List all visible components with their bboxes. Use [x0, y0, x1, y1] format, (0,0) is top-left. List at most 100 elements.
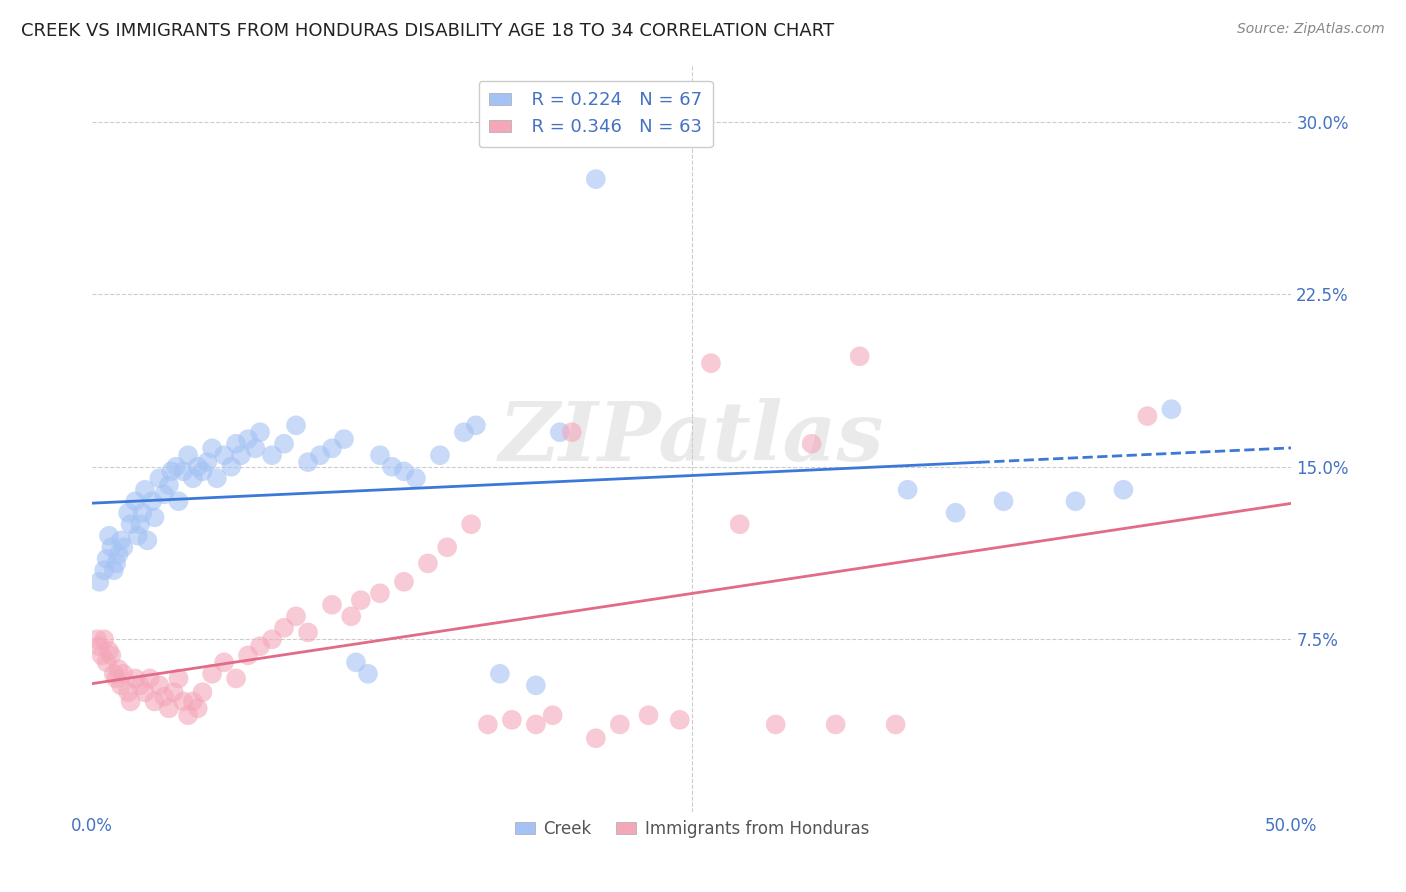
- Point: [112, 541, 135, 555]
- Point: [392, 574, 415, 589]
- Point: [260, 448, 283, 462]
- Point: [1160, 402, 1182, 417]
- Point: [561, 425, 583, 440]
- Text: ZIPatlas: ZIPatlas: [499, 398, 884, 478]
- Point: [765, 717, 787, 731]
- Point: [163, 685, 186, 699]
- Point: [728, 517, 751, 532]
- Point: [110, 533, 132, 548]
- Point: [117, 685, 139, 699]
- Point: [548, 425, 571, 440]
- Point: [165, 459, 187, 474]
- Point: [333, 432, 356, 446]
- Point: [148, 471, 170, 485]
- Point: [225, 436, 247, 450]
- Point: [848, 349, 870, 363]
- Point: [416, 557, 439, 571]
- Point: [136, 533, 159, 548]
- Point: [134, 685, 156, 699]
- Point: [86, 632, 108, 647]
- Point: [1112, 483, 1135, 497]
- Point: [489, 666, 512, 681]
- Point: [100, 541, 122, 555]
- Text: CREEK VS IMMIGRANTS FROM HONDURAS DISABILITY AGE 18 TO 34 CORRELATION CHART: CREEK VS IMMIGRANTS FROM HONDURAS DISABI…: [21, 22, 834, 40]
- Point: [127, 529, 149, 543]
- Point: [460, 517, 482, 532]
- Point: [160, 464, 183, 478]
- Point: [201, 666, 224, 681]
- Point: [368, 586, 391, 600]
- Point: [249, 639, 271, 653]
- Point: [273, 621, 295, 635]
- Point: [191, 685, 214, 699]
- Point: [157, 701, 180, 715]
- Point: [219, 459, 242, 474]
- Point: [124, 672, 146, 686]
- Point: [141, 494, 163, 508]
- Point: [90, 648, 112, 663]
- Point: [477, 717, 499, 731]
- Point: [236, 432, 259, 446]
- Point: [103, 563, 125, 577]
- Point: [405, 471, 427, 485]
- Point: [368, 448, 391, 462]
- Point: [153, 487, 176, 501]
- Point: [381, 459, 404, 474]
- Point: [103, 666, 125, 681]
- Text: Source: ZipAtlas.com: Source: ZipAtlas.com: [1237, 22, 1385, 37]
- Point: [436, 541, 458, 555]
- Point: [945, 506, 967, 520]
- Point: [143, 510, 166, 524]
- Point: [229, 448, 252, 462]
- Point: [668, 713, 690, 727]
- Point: [117, 506, 139, 520]
- Point: [884, 717, 907, 731]
- Point: [993, 494, 1015, 508]
- Point: [429, 448, 451, 462]
- Point: [297, 455, 319, 469]
- Point: [181, 471, 204, 485]
- Point: [205, 471, 228, 485]
- Point: [245, 442, 267, 456]
- Point: [1136, 409, 1159, 423]
- Point: [100, 648, 122, 663]
- Point: [134, 483, 156, 497]
- Point: [700, 356, 723, 370]
- Point: [350, 593, 373, 607]
- Point: [93, 563, 115, 577]
- Point: [172, 694, 194, 708]
- Point: [524, 678, 547, 692]
- Point: [107, 662, 129, 676]
- Point: [153, 690, 176, 704]
- Point: [321, 598, 343, 612]
- Point: [129, 678, 152, 692]
- Point: [98, 529, 121, 543]
- Point: [107, 547, 129, 561]
- Point: [309, 448, 332, 462]
- Point: [212, 656, 235, 670]
- Point: [585, 731, 607, 746]
- Point: [824, 717, 846, 731]
- Point: [585, 172, 607, 186]
- Point: [187, 701, 209, 715]
- Point: [321, 442, 343, 456]
- Point: [524, 717, 547, 731]
- Point: [392, 464, 415, 478]
- Point: [181, 694, 204, 708]
- Point: [157, 478, 180, 492]
- Point: [249, 425, 271, 440]
- Point: [172, 464, 194, 478]
- Point: [138, 672, 160, 686]
- Point: [187, 459, 209, 474]
- Point: [1064, 494, 1087, 508]
- Point: [541, 708, 564, 723]
- Point: [167, 494, 190, 508]
- Legend: Creek, Immigrants from Honduras: Creek, Immigrants from Honduras: [508, 814, 876, 845]
- Point: [285, 609, 308, 624]
- Point: [131, 506, 153, 520]
- Point: [98, 644, 121, 658]
- Point: [195, 455, 218, 469]
- Point: [273, 436, 295, 450]
- Point: [120, 694, 142, 708]
- Point: [129, 517, 152, 532]
